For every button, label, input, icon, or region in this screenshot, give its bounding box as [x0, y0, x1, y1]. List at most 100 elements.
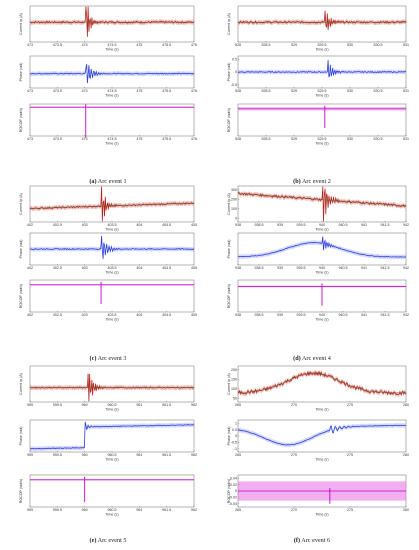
- event6-phase-xlabel: Time (s): [315, 457, 328, 461]
- caption-d-text: Arc event 4: [301, 355, 331, 362]
- event5-phase-xtick-label-4: 961: [136, 453, 142, 457]
- event5-phase-xtick-label-6: 962: [191, 453, 197, 457]
- event1-phase-xtick-label-1: 473.5: [53, 89, 62, 93]
- event2-phase-xtick-label-5: 530.5: [374, 89, 383, 93]
- event4-rocop-xtick-label-0: 938: [235, 313, 241, 317]
- subplot-group-2: 528 528.5 529 529.5 530 530.5 531 Time (s) Curre…: [227, 5, 409, 145]
- event4-current-ytick-label-2: 100: [231, 207, 237, 211]
- event6-phase-xtick-label-0: 265: [235, 453, 241, 457]
- event1-rocop-xtick-label-0: 473: [27, 137, 33, 141]
- event5-phase-xlabel: Time (s): [105, 457, 118, 461]
- event6-phase-ylabel: Phase (rad): [227, 427, 231, 446]
- event2-phase-xtick-label-0: 528: [235, 89, 241, 93]
- event5-current-xtick-label-0: 959: [27, 403, 33, 407]
- caption-b-text: Arc event 2: [301, 178, 331, 185]
- event2-current-ylabel: Current Ip (A): [227, 13, 231, 35]
- event1-rocop-xtick-label-6: 476: [191, 137, 197, 141]
- event1-phase-ylabel: Phase (rad): [19, 63, 23, 82]
- event4-rocop-xtick-label-1: 938.5: [255, 313, 264, 317]
- event3-phase-xtick-label-5: 404.5: [162, 266, 171, 270]
- subplot-group-1: 473 473.5 474 474.5 475 475.5 476 Time (s) Curre…: [19, 4, 197, 145]
- event5-current-xtick-label-3: 960.5: [108, 403, 117, 407]
- event6-current-fit-line: [237, 372, 407, 394]
- event3-current-xtick-label-4: 404: [136, 223, 142, 227]
- event3-rocop-xtick-label-6: 405: [191, 313, 197, 317]
- event5-current-ylabel: Current Ip (A): [19, 373, 23, 395]
- event4-rocop-xtick-label-7: 941.5: [381, 313, 390, 317]
- event6-current-xtick-label-3: 280: [403, 403, 409, 407]
- event4-phase-xtick-label-0: 938: [235, 266, 241, 270]
- event6-rocop-ytick-label-3: -0.02: [229, 496, 237, 500]
- event5-rocop-ylabel: ROCOP (rad/s): [19, 479, 23, 504]
- event6-phase-ytick-label-2: 0: [235, 434, 237, 438]
- event3-current-ylabel: Current Ip (A): [19, 193, 23, 215]
- caption-e-label: (e): [89, 537, 97, 544]
- event2-current-band: [238, 8, 406, 33]
- event4-phase-series-line: [237, 236, 407, 258]
- event3-rocop-xtick-label-5: 404.5: [162, 313, 171, 317]
- event4-current-fit-line: [237, 193, 407, 207]
- event1-current-xtick-label-2: 474: [82, 43, 88, 47]
- event6-rocop-xlabel: Time (s): [315, 512, 328, 516]
- event3-current-xtick-label-1: 402.5: [53, 223, 62, 227]
- event2-phase-ylabel: Phase (rad): [227, 63, 231, 82]
- event2-phase-xtick-label-2: 529: [291, 89, 297, 93]
- caption-e: (e) Arc event 5: [8, 537, 208, 544]
- event2-rocop-ylabel: ROCOP (rad/s): [227, 108, 231, 133]
- caption-c-text: Arc event 3: [97, 355, 127, 362]
- event4-phase-xtick-label-2: 939: [277, 266, 283, 270]
- caption-a-label: (a): [89, 178, 97, 185]
- event6-phase-ytick-label-3: -0.5: [231, 441, 237, 445]
- event5-rocop-xtick-label-2: 960: [82, 508, 88, 512]
- event1-rocop-xtick-label-5: 475.5: [162, 137, 171, 141]
- event6-current-ytick-label-2: 100: [231, 387, 237, 391]
- event4-phase-xtick-label-3: 939.5: [297, 266, 306, 270]
- event1-current-xtick-label-5: 475.5: [162, 43, 171, 47]
- event4-current-ylabel: Current Ip (A): [227, 193, 231, 215]
- caption-f-label: (f): [293, 537, 301, 544]
- caption-c-label: (c): [89, 355, 97, 362]
- event4-current-xtick-label-7: 941.5: [381, 223, 390, 227]
- event3-current-xtick-label-0: 402: [27, 223, 33, 227]
- event4-phase-xtick-label-1: 938.5: [255, 266, 264, 270]
- event4-phase-band: [238, 234, 406, 260]
- event3-phase-series-line: [29, 236, 195, 259]
- event5-phase-xtick-label-0: 959: [27, 453, 33, 457]
- event1-phase-xtick-label-0: 473: [27, 89, 33, 93]
- event4-current-xtick-label-2: 939: [277, 223, 283, 227]
- event6-phase-xtick-label-1: 270: [291, 453, 297, 457]
- event6-current-ytick-label-3: 50: [233, 397, 237, 401]
- event1-phase-xtick-label-6: 476: [191, 89, 197, 93]
- event4-current-xtick-label-5: 940.5: [339, 223, 348, 227]
- event4-phase-xtick-label-4: 940: [319, 266, 325, 270]
- event5-current-xlabel: Time (s): [105, 407, 118, 411]
- event4-rocop-xtick-label-2: 939: [277, 313, 283, 317]
- event5-rocop-xtick-label-0: 959: [27, 508, 33, 512]
- event3-phase-xtick-label-2: 403: [82, 266, 88, 270]
- event1-rocop-xlabel: Time (s): [105, 141, 118, 145]
- event2-current-xtick-label-3: 529.5: [318, 43, 327, 47]
- event4-phase-xtick-label-8: 942: [403, 266, 409, 270]
- event4-current-xlabel: Time (s): [315, 227, 328, 231]
- subplot-group-5: 959 959.5 960 960.5 961 961.5 962 Time (s) Curre…: [19, 365, 197, 516]
- event3-phase-xtick-label-1: 402.5: [53, 266, 62, 270]
- event4-phase-axes-frame: [237, 232, 407, 266]
- event1-phase-xtick-label-4: 475: [136, 89, 142, 93]
- event2-rocop-xtick-label-2: 529: [291, 137, 297, 141]
- event6-current-ylabel: Current Ip (A): [227, 373, 231, 395]
- event3-current-xtick-label-3: 403.5: [108, 223, 117, 227]
- event3-current-xtick-label-5: 404.5: [162, 223, 171, 227]
- event2-current-xlabel: Time (s): [315, 47, 328, 51]
- event3-current-xtick-label-2: 403: [82, 223, 88, 227]
- event2-current-xtick-label-1: 528.5: [262, 43, 271, 47]
- event6-current-ytick-label-1: 150: [231, 377, 237, 381]
- event1-current-xtick-label-0: 473: [27, 43, 33, 47]
- caption-c: (c) Arc event 3: [8, 355, 208, 362]
- event5-rocop-xtick-label-3: 960.5: [108, 508, 117, 512]
- event5-phase-xtick-label-2: 960: [82, 453, 88, 457]
- event2-phase-band: [238, 58, 406, 80]
- event3-phase-xtick-label-3: 403.5: [108, 266, 117, 270]
- event6-phase-ytick-label-0: 1: [235, 421, 237, 425]
- event5-current-xtick-label-4: 961: [136, 403, 142, 407]
- event4-current-xtick-label-4: 940: [319, 223, 325, 227]
